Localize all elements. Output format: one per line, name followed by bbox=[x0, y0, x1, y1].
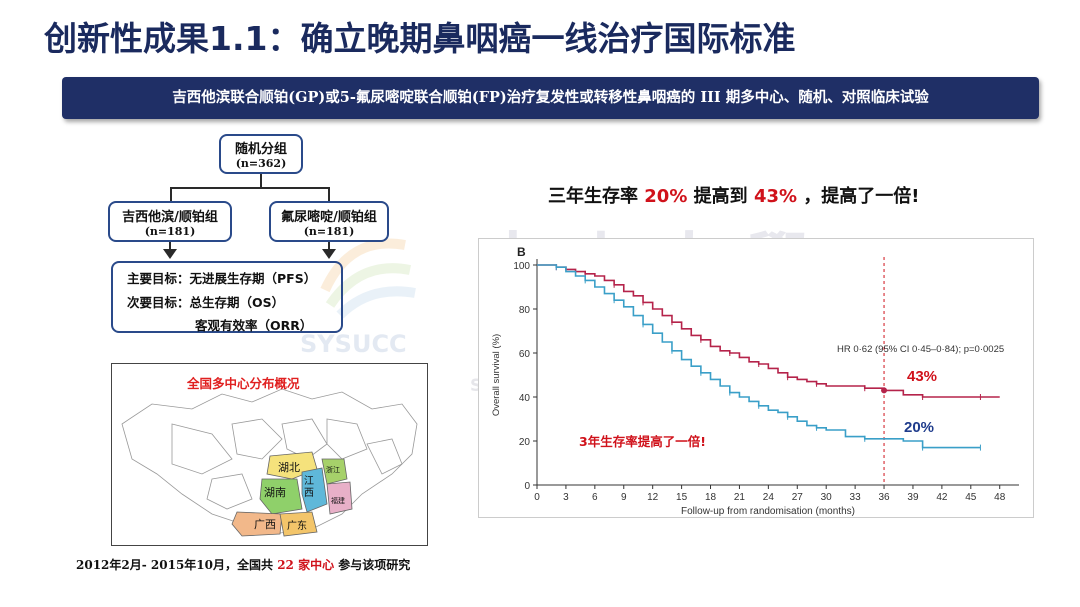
survival-headline: 三年生存率 20% 提高到 43% ，提高了一倍! bbox=[548, 182, 920, 208]
flow-connector-right bbox=[328, 187, 330, 202]
footnote-part2: 参与该项研究 bbox=[338, 558, 411, 572]
study-banner: 吉西他滨联合顺铂(GP)或5-氟尿嘧啶联合顺铂(FP)治疗复发性或转移性鼻咽癌的… bbox=[62, 77, 1039, 119]
china-map-panel: 全国多中心分布概况 湖北 湖南 江西 浙江 广西 广东 福建 bbox=[111, 363, 428, 546]
y-tick-label: 80 bbox=[519, 305, 531, 316]
study-period-footnote: 2012年2月- 2015年10月，全国共 22 家中心 参与该项研究 bbox=[76, 556, 410, 573]
map-region-zhejiang: 浙江 bbox=[326, 466, 340, 474]
y-tick-label: 60 bbox=[519, 349, 531, 360]
random-group-label: 随机分组 bbox=[234, 142, 287, 157]
x-tick-label: 21 bbox=[734, 492, 746, 503]
headline-value-after: 43% bbox=[753, 186, 798, 207]
survival-curve-gp bbox=[537, 264, 1000, 398]
map-region-jiangxi: 江西 bbox=[304, 476, 314, 499]
arrow-fp-shaft bbox=[328, 242, 330, 250]
y-tick-label: 40 bbox=[519, 393, 531, 404]
x-tick-label: 15 bbox=[676, 492, 688, 503]
flow-connector-left bbox=[170, 187, 172, 202]
x-tick-label: 39 bbox=[907, 492, 919, 503]
headline-part1: 三年生存率 bbox=[548, 186, 638, 207]
survival-curve-fp bbox=[537, 264, 981, 449]
y-tick-label: 20 bbox=[519, 437, 531, 448]
map-region-guangdong: 广东 bbox=[287, 521, 307, 532]
china-map-icon bbox=[121, 388, 418, 537]
y-axis-label: Overall survival (%) bbox=[491, 334, 502, 416]
headline-part3: ，提高了一倍! bbox=[803, 186, 920, 207]
arm-gp-n: (n=181) bbox=[144, 225, 196, 238]
page-title: 创新性成果1.1：确立晚期鼻咽癌一线治疗国际标准 bbox=[44, 19, 796, 58]
x-tick-label: 6 bbox=[592, 492, 598, 503]
x-tick-label: 30 bbox=[821, 492, 833, 503]
x-tick-label: 36 bbox=[878, 492, 890, 503]
arm-fp-label: 氟尿嘧啶/顺铂组 bbox=[281, 210, 377, 225]
arm-fp-n: (n=181) bbox=[303, 225, 355, 238]
fp-survival-label: 20% bbox=[904, 419, 934, 436]
x-tick-label: 12 bbox=[647, 492, 659, 503]
map-title: 全国多中心分布概况 bbox=[187, 376, 300, 391]
x-tick-label: 42 bbox=[936, 492, 948, 503]
map-region-fujian: 福建 bbox=[331, 497, 345, 505]
arm-gp-box: 吉西他滨/顺铂组 (n=181) bbox=[108, 201, 232, 242]
footnote-part1: 2012年2月- 2015年10月，全国共 bbox=[76, 558, 274, 572]
watermark-logo-text: SYSUCC bbox=[300, 330, 407, 358]
flow-connector-horizontal bbox=[170, 187, 330, 189]
survival-chart-panel: 0 20 40 60 80 100 0 3 6 9 12 15 18 21 24 27 30 33 36 39 42 45… bbox=[478, 238, 1034, 518]
chart-center-annotation: 3年生存率提高了一倍! bbox=[579, 434, 706, 449]
headline-value-before: 20% bbox=[644, 186, 688, 207]
x-tick-label: 3 bbox=[563, 492, 569, 503]
hazard-ratio-annotation: HR 0·62 (95% CI 0·45–0·84); p=0·0025 bbox=[837, 344, 1004, 355]
x-tick-label: 0 bbox=[534, 492, 540, 503]
headline-part2: 提高到 bbox=[693, 186, 748, 207]
x-tick-label: 33 bbox=[850, 492, 862, 503]
x-tick-label: 18 bbox=[705, 492, 717, 503]
map-region-guangxi: 广西 bbox=[254, 518, 276, 531]
x-tick-label: 9 bbox=[621, 492, 627, 503]
flow-connector-vertical bbox=[260, 174, 262, 188]
secondary-endpoint-orr: 客观有效率（ORR） bbox=[195, 318, 313, 333]
arm-gp-label: 吉西他滨/顺铂组 bbox=[122, 210, 218, 225]
primary-endpoint: 主要目标：无进展生存期（PFS） bbox=[127, 271, 317, 286]
arm-fp-box: 氟尿嘧啶/顺铂组 (n=181) bbox=[269, 201, 389, 242]
x-tick-label: 48 bbox=[994, 492, 1006, 503]
panel-label: B bbox=[517, 245, 526, 259]
x-axis-label: Follow-up from randomisation (months) bbox=[681, 506, 855, 517]
secondary-endpoint: 次要目标：总生存期（OS） bbox=[127, 295, 285, 310]
y-tick-label: 100 bbox=[513, 261, 530, 272]
arrow-gp-shaft bbox=[169, 242, 171, 250]
arrow-gp-head-icon bbox=[163, 249, 177, 259]
gp-survival-label: 43% bbox=[907, 368, 937, 385]
arrow-fp-head-icon bbox=[322, 249, 336, 259]
footnote-centers: 22 家中心 bbox=[277, 558, 335, 572]
endpoints-box: 主要目标：无进展生存期（PFS） 次要目标：总生存期（OS） 客观有效率（ORR… bbox=[111, 261, 343, 333]
x-tick-label: 45 bbox=[965, 492, 977, 503]
map-region-hunan: 湖南 bbox=[264, 486, 286, 499]
random-group-box: 随机分组 (n=362) bbox=[219, 134, 303, 174]
gp-36-month-point bbox=[881, 387, 888, 394]
y-tick-label: 0 bbox=[524, 481, 530, 492]
x-tick-label: 24 bbox=[763, 492, 775, 503]
x-tick-label: 27 bbox=[792, 492, 804, 503]
random-group-n: (n=362) bbox=[235, 157, 287, 170]
map-region-hubei: 湖北 bbox=[278, 461, 300, 474]
